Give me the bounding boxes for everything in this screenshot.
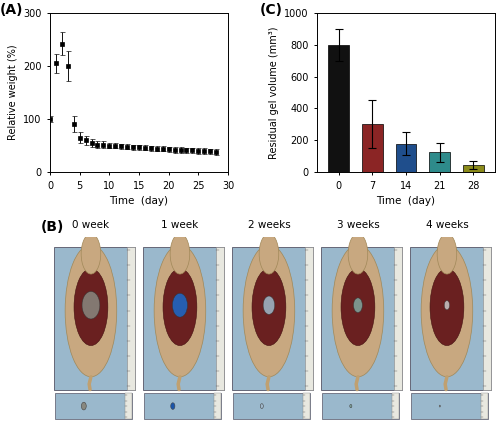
Ellipse shape [170, 403, 175, 409]
FancyBboxPatch shape [234, 393, 310, 419]
Ellipse shape [354, 298, 362, 312]
Ellipse shape [350, 405, 352, 408]
Bar [482, 246, 490, 390]
Ellipse shape [260, 404, 264, 408]
Ellipse shape [82, 292, 100, 319]
Ellipse shape [439, 405, 440, 407]
Ellipse shape [421, 245, 473, 377]
Text: 1 week: 1 week [162, 220, 198, 230]
Text: 2 weeks: 2 weeks [248, 220, 290, 230]
Y-axis label: Relative weight (%): Relative weight (%) [8, 45, 18, 140]
Ellipse shape [74, 269, 108, 346]
Text: 4 weeks: 4 weeks [426, 220, 469, 230]
Bar [304, 246, 312, 390]
Ellipse shape [444, 300, 450, 310]
Bar [392, 393, 399, 419]
FancyBboxPatch shape [322, 393, 399, 419]
Bar [214, 393, 221, 419]
Ellipse shape [263, 296, 274, 314]
Circle shape [170, 234, 190, 274]
Ellipse shape [154, 245, 206, 377]
Bar [463, 165, 483, 172]
FancyBboxPatch shape [144, 393, 221, 419]
FancyBboxPatch shape [56, 393, 132, 419]
Ellipse shape [252, 269, 286, 346]
X-axis label: Time  (day): Time (day) [376, 196, 436, 206]
Text: (A): (A) [0, 3, 24, 17]
Ellipse shape [82, 402, 86, 410]
FancyBboxPatch shape [54, 246, 136, 390]
FancyBboxPatch shape [142, 246, 224, 390]
Ellipse shape [332, 245, 384, 377]
FancyBboxPatch shape [410, 246, 492, 390]
Bar [362, 125, 383, 172]
Ellipse shape [172, 293, 188, 317]
FancyBboxPatch shape [320, 246, 402, 390]
FancyBboxPatch shape [232, 246, 314, 390]
Bar [396, 144, 416, 172]
Bar [328, 45, 349, 172]
Ellipse shape [65, 245, 117, 377]
Bar [126, 246, 134, 390]
Bar [429, 152, 450, 172]
Ellipse shape [163, 269, 197, 346]
Text: (C): (C) [260, 3, 283, 17]
Circle shape [259, 234, 278, 274]
X-axis label: Time  (day): Time (day) [110, 196, 168, 206]
Bar [394, 246, 402, 390]
Text: (B): (B) [41, 220, 64, 234]
Y-axis label: Residual gel volume (mm³): Residual gel volume (mm³) [268, 26, 278, 159]
Bar [125, 393, 132, 419]
Ellipse shape [341, 269, 375, 346]
Ellipse shape [430, 269, 464, 346]
Circle shape [81, 234, 100, 274]
FancyBboxPatch shape [412, 393, 488, 419]
Circle shape [348, 234, 368, 274]
Bar [481, 393, 488, 419]
Text: 0 week: 0 week [72, 220, 110, 230]
Ellipse shape [243, 245, 295, 377]
Bar [216, 246, 224, 390]
Circle shape [437, 234, 456, 274]
Bar [303, 393, 310, 419]
Text: 3 weeks: 3 weeks [336, 220, 380, 230]
